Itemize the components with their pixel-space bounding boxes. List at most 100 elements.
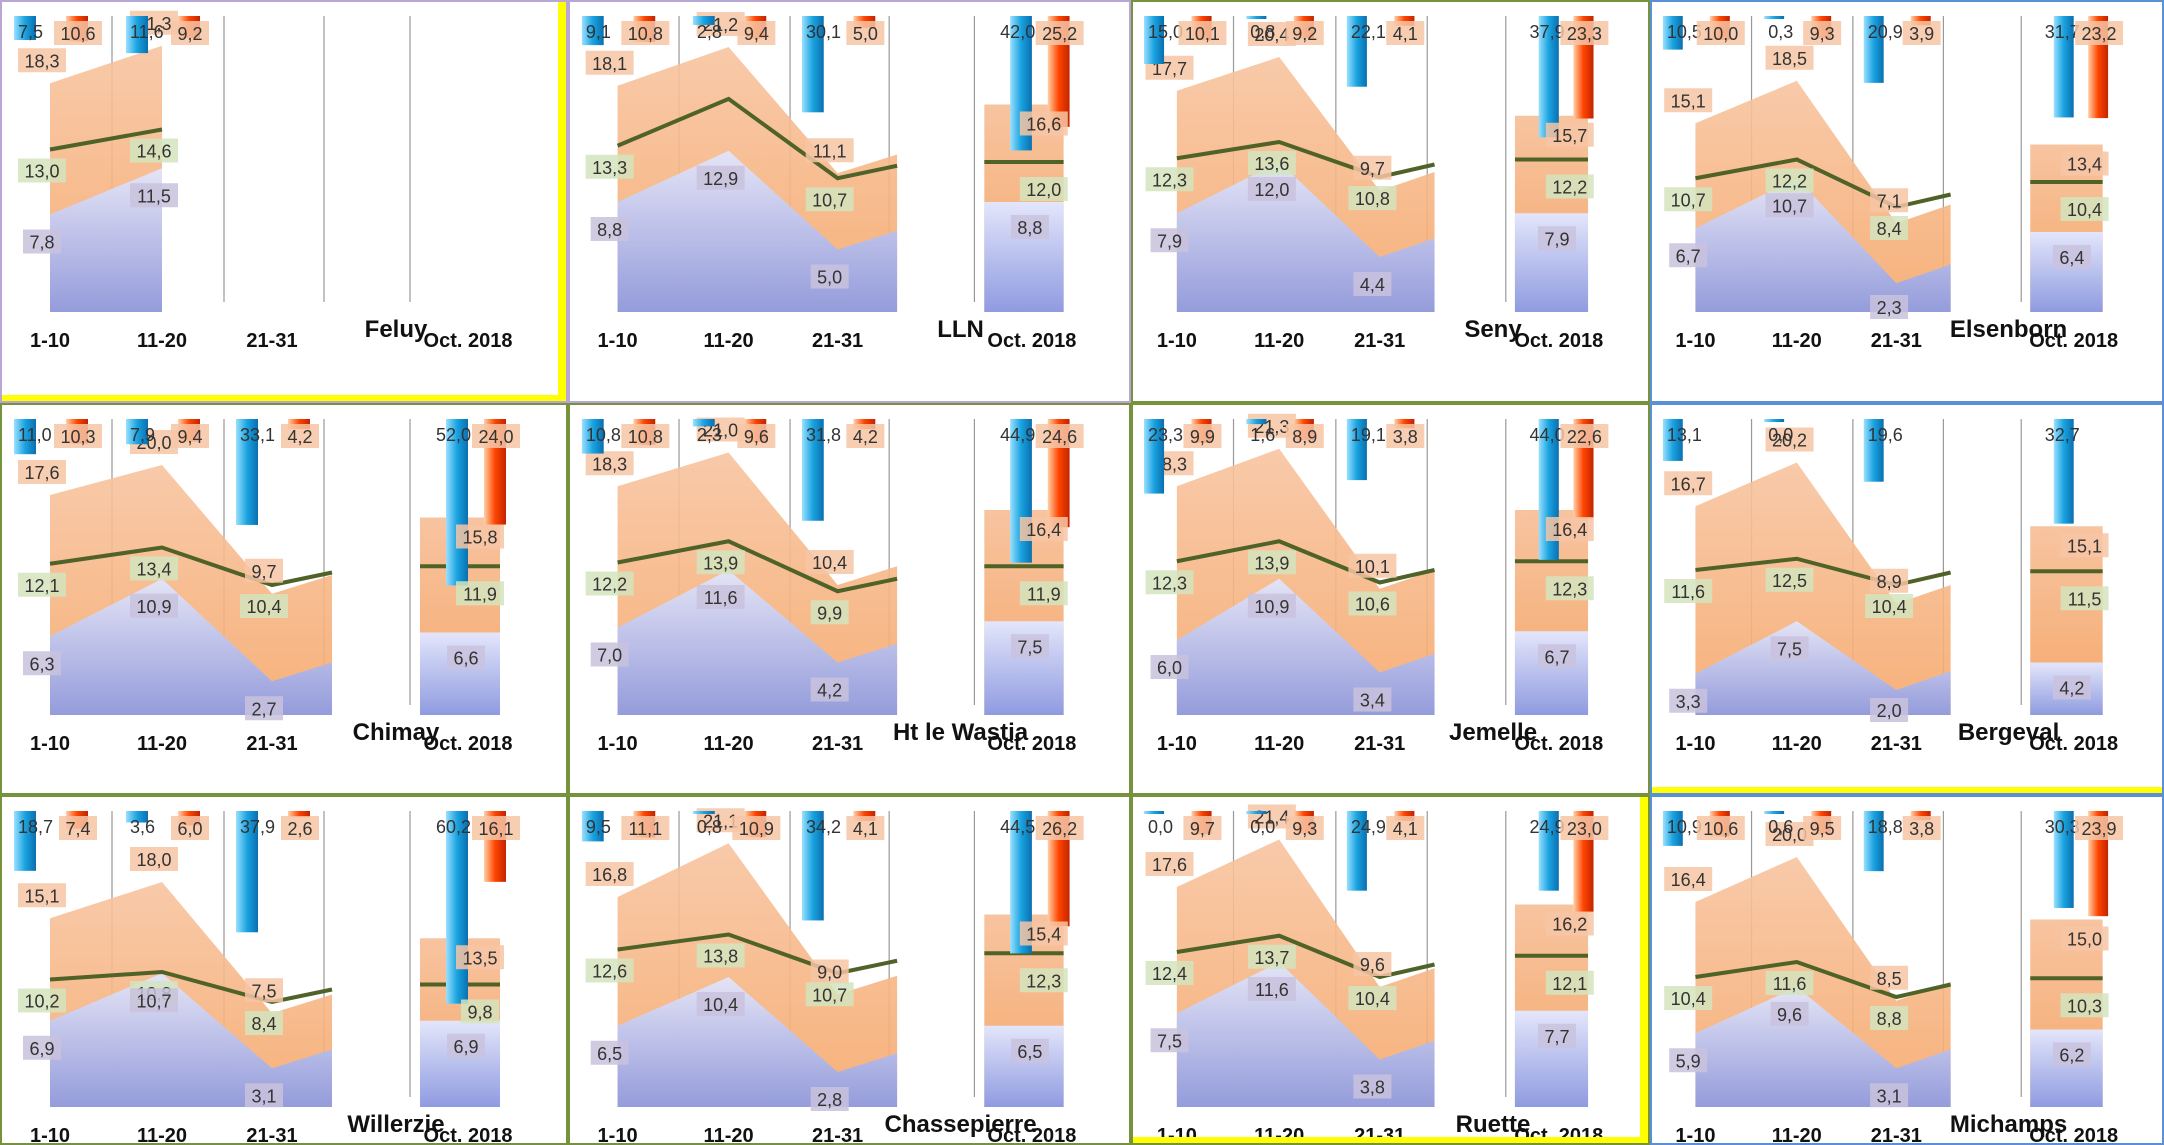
- rain-label: 18,7: [18, 817, 53, 837]
- oct-tmean-label-bg: [1545, 576, 1594, 601]
- insolation-label: 9,9: [1190, 427, 1215, 447]
- tmax-label-bg: [1664, 88, 1713, 113]
- insolation-label: 9,5: [1810, 819, 1835, 839]
- oct-tmean-label: 12,3: [1552, 579, 1587, 599]
- oct-rain-bar: [1010, 811, 1032, 954]
- insolation-bar: [853, 811, 876, 821]
- tmean-label-bg: [805, 982, 854, 1007]
- tmean-label: 8,4: [1877, 219, 1902, 239]
- oct-tmin-label-bg: [2052, 1042, 2091, 1067]
- rain-bar: [801, 811, 824, 921]
- station-panel: 17,6 12,4 7,5 21,4 13,7 11,6 9,6 10,4 3,8 0,0 9,7 0…: [1131, 795, 1650, 1145]
- oct-tmin-label: 6,4: [2059, 248, 2084, 268]
- tmin-label-bg: [1150, 228, 1189, 253]
- tmin-area: [1695, 987, 1951, 1107]
- station-panel: 16,7 11,6 3,3 20,2 12,5 7,5 8,9 10,4 2,0 13,1 0,0 1…: [1650, 403, 2164, 795]
- tmean-label: 11,6: [1671, 582, 1705, 602]
- category-label: 11-20: [704, 330, 754, 352]
- oct-tmean-label: 12,2: [1552, 178, 1587, 198]
- insolation-label: 10,1: [1185, 24, 1220, 44]
- tmax-label-bg: [245, 978, 283, 1003]
- oct-tmin-bar: [420, 1020, 500, 1107]
- highlight-right: [558, 2, 566, 401]
- tmax-label-bg: [130, 847, 178, 871]
- insolation-label: 9,6: [744, 427, 769, 447]
- rain-bar: [581, 16, 604, 46]
- tmin-label: 10,7: [1772, 196, 1807, 216]
- oct-tmax-label-bg: [1019, 921, 1068, 946]
- oct-tmin-label-bg: [447, 1033, 485, 1058]
- oct-label: Oct. 2018: [987, 330, 1076, 352]
- tmean-label: 12,2: [592, 575, 627, 595]
- tmin-label: 9,6: [1777, 1005, 1802, 1025]
- tmin-label: 2,8: [817, 1090, 842, 1110]
- tmean-label: 13,6: [1254, 154, 1289, 174]
- tmin-label-bg: [130, 988, 178, 1013]
- highlight-bottom: [2, 395, 566, 401]
- oct-tmean-label-bg: [1019, 177, 1068, 201]
- tmean-label-bg: [585, 154, 634, 179]
- tmin-label: 3,8: [1360, 1078, 1385, 1098]
- oct-rain-label: 32,7: [2045, 425, 2080, 445]
- oct-tmean-label-bg: [1545, 174, 1594, 199]
- tmean-label: 10,4: [1872, 597, 1907, 617]
- tmin-label: 6,7: [1676, 246, 1701, 266]
- oct-tmin-label: 7,9: [1544, 229, 1569, 249]
- rain-label: 11,6: [130, 22, 164, 42]
- oct-label: Oct. 2018: [424, 1125, 513, 1145]
- insolation-label-bg: [1386, 21, 1425, 45]
- oct-tmin-label-bg: [1010, 634, 1049, 659]
- oct-tmax-label: 16,4: [1552, 520, 1587, 540]
- oct-tmean-label: 10,4: [2067, 200, 2102, 220]
- category-label: 1-10: [1675, 1125, 1715, 1145]
- tmax-label-bg: [1870, 188, 1909, 213]
- tmax-label: 20,0: [1772, 825, 1807, 845]
- rain-label: 10,5: [1667, 22, 1702, 42]
- tmax-label: 18,3: [24, 51, 59, 71]
- tmax-label: 17,6: [24, 463, 59, 483]
- insolation-label: 3,8: [1393, 427, 1418, 447]
- rain-label: 9,1: [586, 22, 611, 42]
- rain-label: 0,8: [1250, 22, 1275, 42]
- rain-bar: [1662, 419, 1683, 461]
- tmin-area: [1695, 621, 1951, 715]
- oct-rain-bar: [2053, 811, 2074, 908]
- oct-rain-bar: [1538, 16, 1559, 138]
- insolation-label: 10,8: [628, 427, 663, 447]
- oct-tmean-label-bg: [456, 581, 504, 606]
- tmean-label: 10,7: [812, 190, 847, 210]
- tmin-label-bg: [590, 642, 629, 667]
- tmean-label-bg: [696, 943, 745, 968]
- category-label: 1-10: [598, 330, 638, 352]
- insolation-bar: [1394, 811, 1415, 821]
- category-label: 21-31: [812, 1125, 863, 1145]
- tmean-line: [49, 545, 333, 588]
- tmax-label-bg: [1353, 952, 1392, 976]
- rain-bar: [14, 419, 36, 455]
- tmax-label-bg: [18, 460, 66, 484]
- tmean-line: [1176, 933, 1435, 980]
- insolation-bar: [1910, 16, 1931, 26]
- tmean-label: 12,6: [592, 962, 627, 982]
- tmin-label: 12,0: [1254, 180, 1289, 200]
- oct-label: Oct. 2018: [1514, 733, 1603, 755]
- tmax-label-bg: [18, 48, 66, 73]
- oct-tmean-label-bg: [2060, 993, 2109, 1018]
- tmax-label: 8,5: [1877, 969, 1902, 989]
- insolation-label: 10,6: [1703, 819, 1738, 839]
- oct-insolation-label: 16,1: [478, 819, 513, 839]
- category-label: 21-31: [812, 330, 863, 352]
- station-chart: 17,712,37,920,413,612,09,710,84,415,0 10,…: [1143, 16, 1609, 352]
- oct-insolation-label: 24,6: [1042, 427, 1077, 447]
- tmin-label: 7,0: [597, 646, 622, 666]
- rain-bar: [126, 811, 148, 823]
- tmean-label-bg: [1870, 216, 1909, 240]
- rain-bar: [1764, 811, 1785, 814]
- rain-label: 10,8: [586, 425, 621, 445]
- insolation-label-bg: [737, 424, 776, 448]
- tmean-label-bg: [1664, 187, 1713, 212]
- tmax-label: 18,0: [136, 850, 171, 870]
- rain-bar: [1764, 419, 1785, 422]
- oct-rain-label: 44,0: [1530, 425, 1565, 445]
- tmin-label: 6,5: [597, 1044, 622, 1064]
